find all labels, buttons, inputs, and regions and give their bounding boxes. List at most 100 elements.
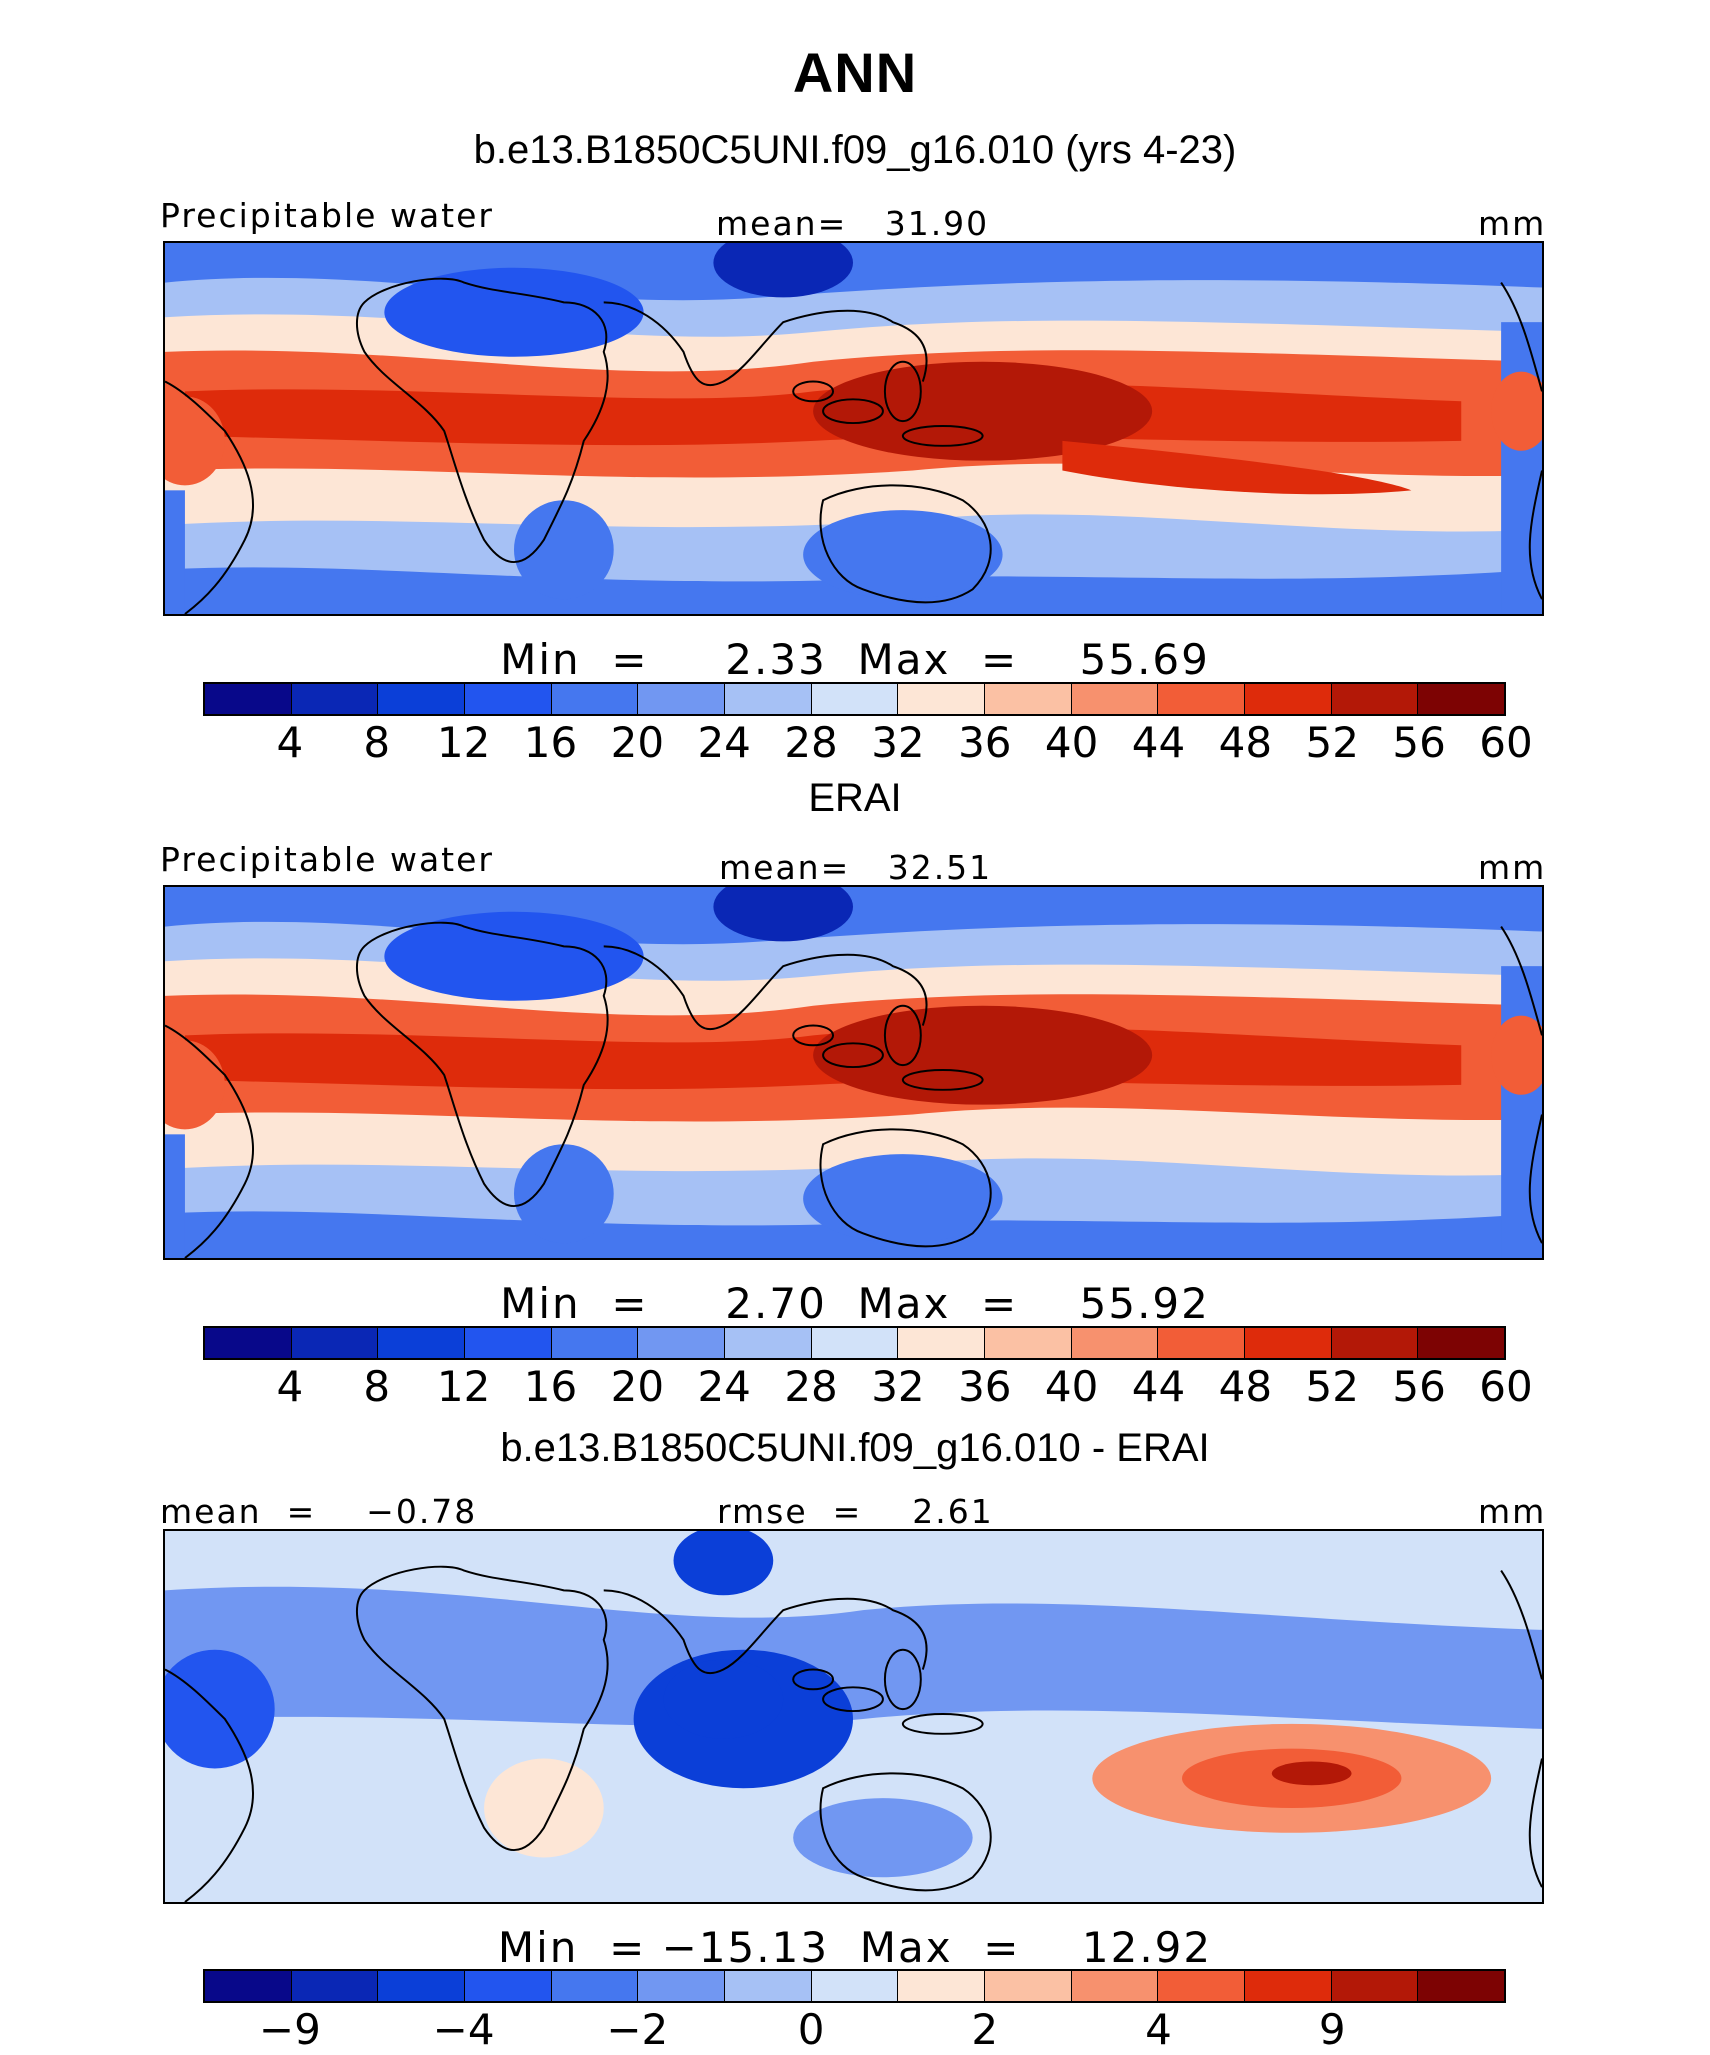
- andes-dry: [1501, 966, 1542, 1258]
- colorbar-tick-label: 48: [1218, 1362, 1273, 1411]
- coastline: [603, 301, 928, 387]
- coastline: [603, 1589, 928, 1675]
- coastline: [819, 484, 992, 604]
- coastline: [819, 1128, 992, 1248]
- island-outline: [883, 360, 922, 423]
- colorbar-swatch: [1158, 1328, 1246, 1358]
- colorbar-swatch: [725, 1328, 812, 1358]
- colorbar-swatch: [465, 1971, 552, 2001]
- colorbar-tick-label: 24: [697, 718, 751, 767]
- colorbar-swatch: [985, 1971, 1072, 2001]
- panel-3-units-label: mm: [1478, 1492, 1547, 1531]
- colorbar-tick-label: 56: [1392, 1362, 1446, 1411]
- colorbar-swatch: [465, 1328, 552, 1358]
- panel-2-variable-label: Precipitable water: [160, 840, 494, 879]
- andes-west-dry: [165, 1134, 185, 1258]
- colorbar-tick-label: 16: [523, 718, 578, 767]
- australia-dry: [803, 510, 1003, 600]
- island-outline: [822, 1042, 884, 1069]
- colorbar-swatch: [811, 1328, 899, 1358]
- colorbar-tick-label: 8: [363, 1362, 391, 1411]
- colorbar-tick-label: 4: [1145, 2005, 1172, 2054]
- colorbar-tick-label: 56: [1392, 718, 1446, 767]
- colorbar-swatch: [898, 1971, 986, 2001]
- panel-2-colorbar-ticks: 4 8 12 16 20 24 28 32 36 40 44 48 52 56 60: [203, 1362, 1532, 1412]
- spcz-tongue: [1062, 440, 1412, 495]
- australia-bias: [793, 1798, 973, 1878]
- colorbar-tick-label: 12: [436, 718, 491, 767]
- panel-3-mean-label: mean = −0.78: [160, 1492, 478, 1531]
- colorbar-tick-label: −4: [432, 2005, 495, 2054]
- colorbar-tick-label: 44: [1131, 1362, 1186, 1411]
- coastline: [355, 921, 609, 1208]
- colorbar-tick-label: 48: [1218, 718, 1273, 767]
- indian-ocean-core: [663, 1659, 784, 1739]
- colorbar-tick-label: 52: [1305, 718, 1359, 767]
- coastline: [165, 1024, 254, 1258]
- coastline: [603, 945, 928, 1031]
- panel-3-title: b.e13.B1850C5UNI.f09_g16.010 - ERAI: [500, 1426, 1210, 1470]
- colorbar-tick-label: 20: [610, 1362, 665, 1411]
- colorbar-swatch: [811, 684, 899, 714]
- coastline: [1500, 282, 1542, 600]
- colorbar-tick-label: 16: [523, 1362, 578, 1411]
- sahara-dry: [384, 911, 644, 1001]
- amazon-wet: [1491, 1015, 1542, 1095]
- panel-3-map: [163, 1529, 1544, 1904]
- colorbar-swatch: [378, 1328, 466, 1358]
- colorbar-swatch: [1418, 1971, 1505, 2001]
- island-outline: [883, 1004, 922, 1067]
- colorbar-tick-label: −2: [606, 2005, 669, 2054]
- panel-1-title: b.e13.B1850C5UNI.f09_g16.010 (yrs 4-23): [473, 128, 1237, 172]
- colorbar-swatch: [205, 1328, 292, 1358]
- panel-3-rmse-label: rmse = 2.61: [717, 1492, 994, 1531]
- amazon-west-wet: [165, 1040, 225, 1130]
- island-outline: [901, 1069, 984, 1091]
- panel-2-map: [163, 885, 1544, 1260]
- colorbar-swatch: [1071, 1328, 1159, 1358]
- colorbar-swatch: [551, 684, 639, 714]
- colorbar-swatch: [638, 684, 726, 714]
- amazon-wet: [1491, 371, 1542, 451]
- negative-band: [165, 1586, 1542, 1729]
- colorbar-tick-label: 40: [1044, 718, 1099, 767]
- colorbar-swatch: [1158, 684, 1246, 714]
- colorbar-tick-label: 40: [1044, 1362, 1099, 1411]
- colorbar-swatch: [638, 1328, 726, 1358]
- colorbar-tick-label: 20: [610, 718, 665, 767]
- colorbar-swatch: [291, 1328, 379, 1358]
- colorbar-swatch: [378, 684, 466, 714]
- colorbar-swatch: [725, 684, 812, 714]
- colorbar-tick-label: 24: [697, 1362, 751, 1411]
- panel-3-colorbar: [203, 1969, 1506, 2003]
- coastline: [165, 380, 254, 614]
- colorbar-tick-label: 0: [797, 2005, 825, 2054]
- panel-2-mean-label: mean= 32.51: [719, 848, 993, 887]
- colorbar-swatch: [205, 684, 292, 714]
- panel-2-colorbar: [203, 1326, 1506, 1360]
- colorbar-swatch: [985, 684, 1072, 714]
- colorbar-tick-label: 36: [958, 718, 1012, 767]
- colorbar-swatch: [551, 1328, 639, 1358]
- island-outline: [792, 1668, 835, 1691]
- coastline: [819, 1772, 992, 1892]
- panel-1-units-label: mm: [1478, 204, 1547, 243]
- island-outline: [822, 398, 884, 425]
- colorbar-swatch: [1418, 1328, 1505, 1358]
- panel-2-map-svg: [165, 887, 1542, 1258]
- colorbar-swatch: [1071, 684, 1159, 714]
- colorbar-swatch: [725, 1971, 812, 2001]
- colorbar-tick-label: 4: [276, 718, 304, 767]
- colorbar-tick-label: 44: [1131, 718, 1186, 767]
- colorbar-swatch: [985, 1328, 1072, 1358]
- coastline: [355, 1565, 609, 1852]
- tibet-dry-bias: [673, 1531, 774, 1596]
- colorbar-tick-label: −9: [258, 2005, 321, 2054]
- coastline: [1500, 1570, 1542, 1888]
- colorbar-tick-label: 9: [1318, 2005, 1346, 2054]
- panel-2-min-max: Min = 2.70 Max = 55.92: [500, 1279, 1210, 1328]
- colorbar-tick-label: 36: [958, 1362, 1012, 1411]
- coastline: [355, 277, 609, 564]
- colorbar-tick-label: 52: [1305, 1362, 1359, 1411]
- colorbar-swatch: [1245, 1328, 1332, 1358]
